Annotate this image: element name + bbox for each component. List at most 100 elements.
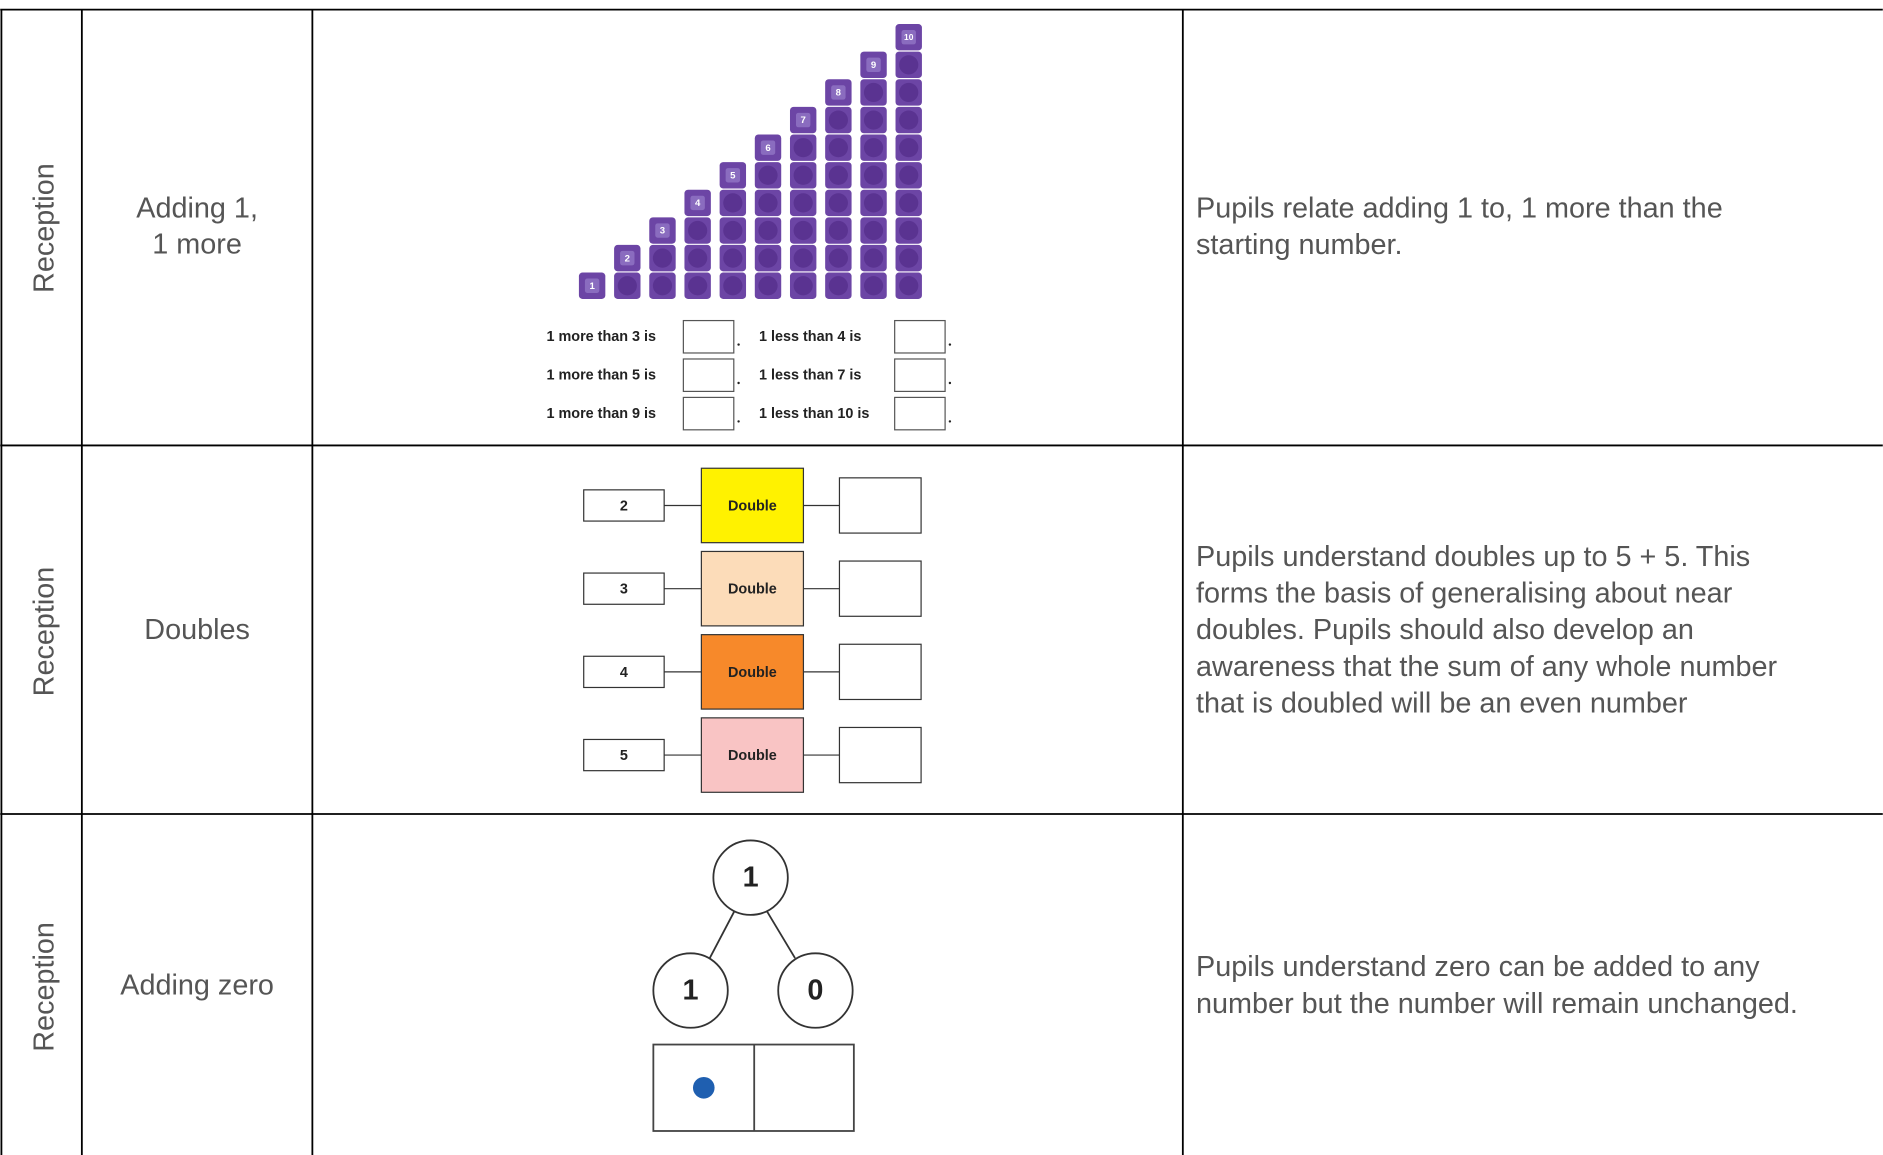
double-box (700, 550, 805, 627)
tower-label: 5 (730, 170, 736, 181)
cube-peg (758, 220, 778, 241)
cube-peg (617, 276, 637, 296)
cube-peg (828, 138, 848, 158)
cube-peg (828, 193, 848, 213)
description: Pupils understand zero can be added to a… (1196, 951, 1760, 983)
cube-tag (831, 85, 846, 100)
cube-peg (793, 276, 813, 296)
branch (765, 909, 796, 959)
cube-peg (652, 276, 673, 296)
cube-peg (828, 276, 848, 296)
description: forms the basis of generalising about ne… (1196, 578, 1733, 610)
cube-tag (620, 250, 635, 266)
full-stop (737, 343, 740, 346)
sentence: 1 more than 9 is (546, 406, 656, 422)
answer-box (894, 396, 946, 431)
cube-peg (899, 55, 919, 75)
full-stop (948, 420, 952, 423)
cube-peg (793, 193, 813, 213)
part-whole-number: 0 (807, 974, 823, 1006)
cube-peg (793, 220, 813, 241)
input-box (583, 738, 665, 772)
cube-peg (758, 276, 778, 296)
sentence: 1 more than 3 is (546, 329, 656, 345)
full-stop (948, 381, 952, 385)
description: awareness that the sum of any whole numb… (1196, 651, 1777, 683)
cube-peg (828, 220, 848, 241)
cube-peg (863, 165, 884, 185)
stage-label: Reception (28, 163, 60, 293)
answer-box (682, 319, 735, 354)
tower-label: 3 (660, 226, 665, 237)
description: Pupils relate adding 1 to, 1 more than t… (1196, 192, 1723, 224)
cube-peg (863, 110, 884, 130)
part-whole-circle (712, 839, 789, 916)
cube-tag (901, 30, 916, 45)
cube-peg (863, 138, 884, 158)
sentence: 1 less than 10 is (759, 406, 869, 422)
output-box (838, 726, 922, 784)
output-box (838, 560, 922, 617)
input-number: 4 (620, 665, 628, 681)
double-box (700, 634, 805, 710)
tower-label: 10 (904, 32, 914, 42)
cube-peg (863, 220, 884, 241)
output-box (838, 477, 922, 534)
full-stop (737, 381, 740, 385)
double-label: Double (728, 498, 777, 514)
cube-peg (899, 220, 919, 241)
answer-box (894, 319, 946, 354)
input-number: 5 (620, 748, 628, 764)
input-number: 2 (620, 498, 628, 514)
full-stop (737, 420, 740, 423)
double-label: Double (728, 582, 777, 598)
table-grid (0, 8, 1883, 1155)
tower-label: 8 (836, 88, 842, 99)
sentence: 1 less than 4 is (759, 329, 861, 345)
cube-peg (723, 248, 743, 268)
cube-tag (655, 223, 670, 238)
tower-label: 4 (695, 198, 701, 209)
cube-peg (863, 248, 884, 268)
counter (692, 1076, 715, 1099)
topic: Adding zero (120, 970, 274, 1002)
answer-box (682, 396, 735, 431)
cube-peg (899, 138, 919, 158)
topic: Adding 1, (136, 193, 258, 225)
cube-peg (828, 248, 848, 268)
tower-label: 7 (801, 115, 806, 126)
cube-peg (828, 165, 848, 185)
cube-peg (899, 82, 919, 103)
cube-peg (899, 248, 919, 268)
input-box (583, 572, 665, 605)
input-box (583, 489, 665, 522)
part-whole-circle (777, 952, 854, 1029)
part-whole-circle (652, 952, 729, 1029)
cube-tag (760, 140, 776, 155)
sentence: 1 more than 5 is (546, 368, 656, 384)
tower-label: 9 (871, 60, 876, 71)
cube-tag (795, 112, 811, 128)
cube-peg (828, 110, 848, 130)
sentence: 1 less than 7 is (759, 368, 861, 384)
description: starting number. (1196, 229, 1403, 261)
tower-label: 1 (589, 281, 595, 292)
cube-peg (793, 248, 813, 268)
topic: Doubles (144, 614, 250, 646)
cube-peg (899, 110, 919, 130)
cube-peg (899, 193, 919, 213)
cube-peg (758, 165, 778, 185)
cube-peg (758, 193, 778, 213)
cube-tag (866, 57, 881, 73)
stage-label: Reception (28, 567, 60, 697)
double-label: Double (728, 665, 777, 681)
branch (708, 909, 736, 959)
input-number: 3 (620, 582, 628, 598)
stage-label: Reception (28, 922, 60, 1052)
part-whole-number: 1 (743, 861, 759, 893)
cube-peg (863, 276, 884, 296)
cube-tag (584, 278, 600, 293)
cube-peg (863, 193, 884, 213)
